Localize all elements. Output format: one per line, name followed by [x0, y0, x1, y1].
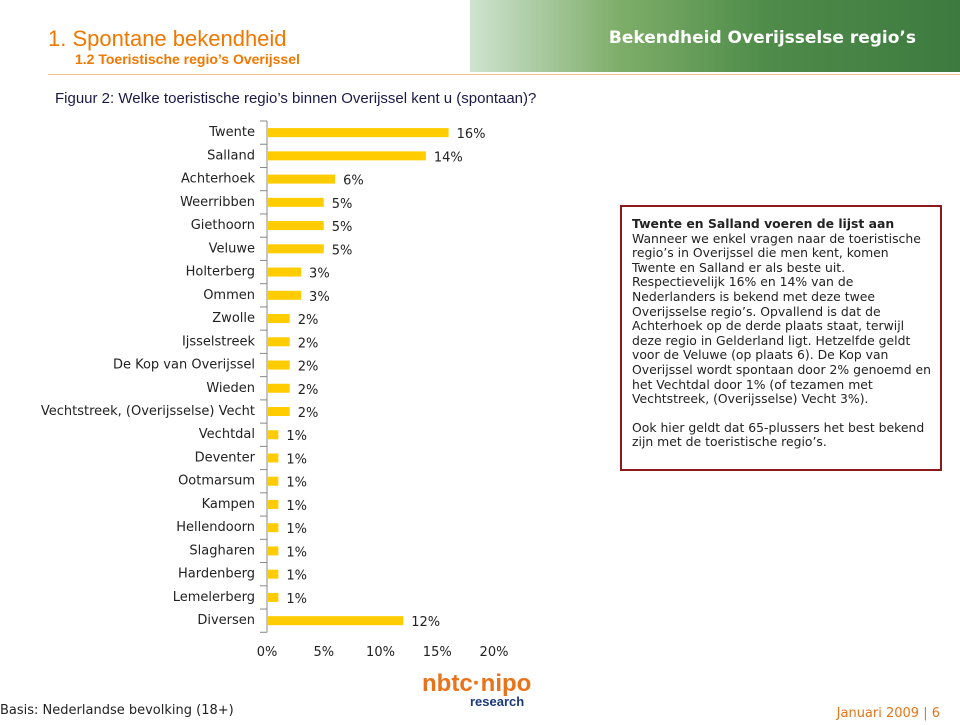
x-tick-label: 20%: [480, 645, 509, 660]
y-tick-label: Weerribben: [180, 195, 255, 210]
value-label: 3%: [309, 267, 330, 282]
y-tick-label: Kampen: [202, 497, 255, 512]
header-rule: [48, 74, 960, 75]
x-tick-label: 15%: [423, 645, 452, 660]
y-tick-label: Vechtdal: [199, 427, 255, 442]
bar: [267, 360, 290, 370]
text-box-paragraph: Ook hier geldt dat 65-plussers het best …: [632, 419, 925, 450]
bar: [267, 383, 290, 393]
bar: [267, 616, 404, 626]
bar: [267, 290, 302, 300]
slide-subtitle: 1.2 Toeristische regio’s Overijssel: [75, 51, 300, 67]
text-box-heading: Twente en Salland voeren de lijst aan: [632, 216, 895, 231]
logo-top: nbtc·nipo: [422, 670, 532, 697]
x-tick-label: 5%: [313, 645, 334, 660]
value-label: 1%: [286, 429, 307, 444]
value-label: 1%: [286, 522, 307, 537]
value-label: 5%: [332, 243, 353, 258]
value-label: 2%: [298, 406, 319, 421]
bar: [267, 592, 279, 602]
value-label: 1%: [286, 452, 307, 467]
y-tick-label: Zwolle: [212, 311, 255, 326]
y-tick-label: De Kop van Overijssel: [113, 358, 255, 373]
y-tick-label: Veluwe: [209, 241, 255, 256]
value-label: 12%: [411, 615, 440, 630]
value-label: 2%: [298, 360, 319, 375]
footer-date: Januari 2009 | 6: [836, 706, 940, 721]
bar: [267, 267, 302, 277]
y-tick-label: Holterberg: [186, 265, 255, 280]
y-tick-label: Achterhoek: [181, 172, 255, 187]
y-tick-label: Diversen: [197, 613, 255, 628]
bar: [267, 430, 279, 440]
text-box-paragraph: Wanneer we enkel vragen naar de toeristi…: [632, 230, 931, 407]
bar: [267, 314, 290, 324]
value-label: 1%: [286, 592, 307, 607]
bar: [267, 151, 426, 161]
x-tick-label: 10%: [366, 645, 395, 660]
text-box: Twente en Salland voeren de lijst aan Wa…: [620, 205, 942, 471]
banner: [470, 0, 960, 72]
value-label: 3%: [309, 290, 330, 305]
bar: [267, 476, 279, 486]
y-tick-label: Slagharen: [189, 543, 255, 558]
bar: [267, 244, 324, 254]
y-tick-label: Salland: [207, 148, 255, 163]
slide-title: 1. Spontane bekendheid: [48, 26, 287, 51]
logo-bottom: research: [470, 694, 525, 709]
bar: [267, 197, 324, 207]
value-label: 1%: [286, 476, 307, 491]
y-tick-label: Hardenberg: [178, 567, 255, 582]
value-label: 5%: [332, 220, 353, 235]
y-tick-label: Deventer: [195, 450, 256, 465]
bar: [267, 221, 324, 231]
value-label: 16%: [457, 127, 486, 142]
bar: [267, 523, 279, 533]
bar: [267, 546, 279, 556]
value-label: 6%: [343, 174, 364, 189]
y-tick-label: Ootmarsum: [178, 474, 255, 489]
bar: [267, 499, 279, 509]
value-label: 14%: [434, 150, 463, 165]
bar: [267, 453, 279, 463]
y-tick-label: Hellendoorn: [176, 520, 255, 535]
chart-title: Figuur 2: Welke toeristische regio’s bin…: [55, 90, 537, 107]
y-tick-label: Lemelerberg: [173, 590, 255, 605]
y-tick-label: Giethoorn: [191, 218, 255, 233]
value-label: 1%: [286, 499, 307, 514]
bar: [267, 407, 290, 416]
bar: [267, 174, 336, 184]
value-label: 2%: [298, 383, 319, 398]
value-label: 2%: [298, 313, 319, 328]
footer-basis: Basis: Nederlandse bevolking (18+): [0, 703, 234, 718]
bar: [267, 337, 290, 347]
y-tick-label: Twente: [208, 125, 255, 140]
y-tick-label: Ommen: [203, 288, 255, 303]
banner-title: Bekendheid Overijsselse regio’s: [608, 28, 916, 48]
bar: [267, 128, 449, 138]
y-tick-label: Vechtstreek, (Overijsselse) Vecht: [41, 404, 255, 419]
y-tick-label: Wieden: [206, 381, 255, 396]
x-tick-label: 0%: [257, 645, 278, 660]
value-label: 1%: [286, 545, 307, 560]
value-label: 5%: [332, 197, 353, 212]
y-tick-label: Ijsselstreek: [182, 334, 256, 349]
value-label: 1%: [286, 569, 307, 584]
value-label: 2%: [298, 336, 319, 351]
bar: [267, 569, 279, 579]
